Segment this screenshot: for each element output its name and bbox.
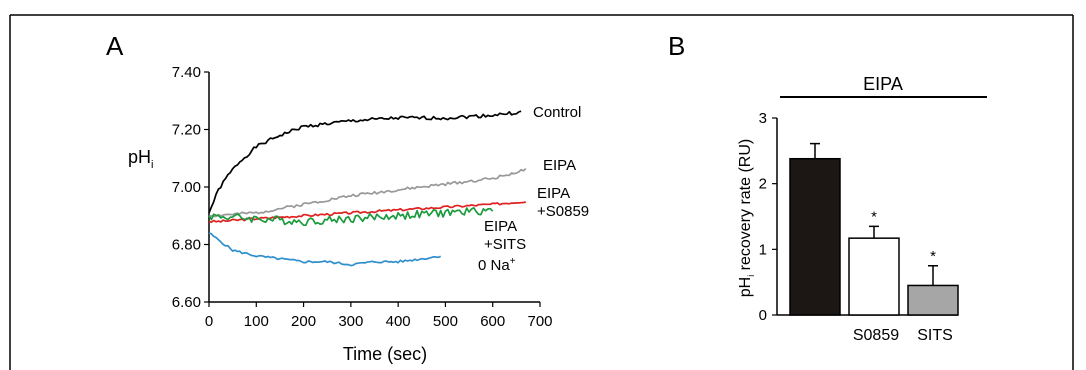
series-label-eipa: EIPA [543, 157, 576, 174]
bar [848, 237, 900, 316]
y-tick-label: 3 [759, 110, 767, 127]
y-tick-label: 2 [759, 176, 767, 193]
x-ticks: 0 100 200 300 400 500 600 700 [205, 302, 553, 330]
bar-chart-title: EIPA [863, 74, 903, 94]
y-tick-label: 7.00 [172, 179, 201, 196]
series-label-eipa-sits: EIPA +SITS [484, 218, 526, 253]
x-tick-label: 700 [527, 313, 552, 330]
series-line-eipa-s0859 [208, 201, 526, 224]
bar [789, 157, 841, 316]
y-axis-label: pHi [128, 147, 153, 171]
panel-b-bar-chart: B EIPA 0 1 2 3 * S0859 * SITS pHi recovery rat… [668, 31, 987, 344]
panel-b-label: B [668, 31, 685, 61]
bars-group: * S0859 * SITS [789, 142, 959, 344]
series-label-eipa-s0859: EIPA +S0859 [537, 185, 589, 220]
series-line-control [208, 110, 522, 214]
significance-marker: * [930, 248, 936, 265]
series-line-eipa-sits [208, 206, 494, 227]
bar [907, 284, 959, 316]
y-tick-label: 0 [759, 307, 767, 324]
y-ticks: 6.60 6.80 7.00 7.20 7.40 [172, 64, 209, 311]
panel-a-line-chart: A 0 100 200 300 400 500 600 700 6.60 6.80 7.00 7.2… [106, 31, 589, 364]
y-tick-label: 7.20 [172, 122, 201, 139]
series-group [208, 110, 527, 267]
series-label-0-na: 0 Na+ [478, 256, 516, 274]
x-tick-label: 300 [338, 313, 363, 330]
x-axis-label: Time (sec) [343, 344, 427, 364]
significance-marker: * [871, 208, 877, 225]
y-tick-label: 1 [759, 241, 767, 258]
panel-a-label: A [106, 31, 124, 61]
x-tick-label: 500 [433, 313, 458, 330]
x-tick-label: 100 [244, 313, 269, 330]
series-line-eipa [208, 167, 527, 218]
x-tick-label: 600 [480, 313, 505, 330]
y-tick-label: 6.60 [172, 294, 201, 311]
series-line-0-na- [208, 232, 442, 267]
series-label-control: Control [533, 104, 581, 121]
y-axis-label: pHi recovery rate (RU) [737, 139, 756, 297]
y-ticks: 0 1 2 3 [759, 110, 777, 324]
category-label: SITS [917, 327, 953, 344]
y-tick-label: 6.80 [172, 237, 201, 254]
x-tick-label: 400 [386, 313, 411, 330]
x-tick-label: 0 [205, 313, 213, 330]
category-label: S0859 [853, 327, 899, 344]
y-tick-label: 7.40 [172, 64, 201, 81]
x-tick-label: 200 [291, 313, 316, 330]
